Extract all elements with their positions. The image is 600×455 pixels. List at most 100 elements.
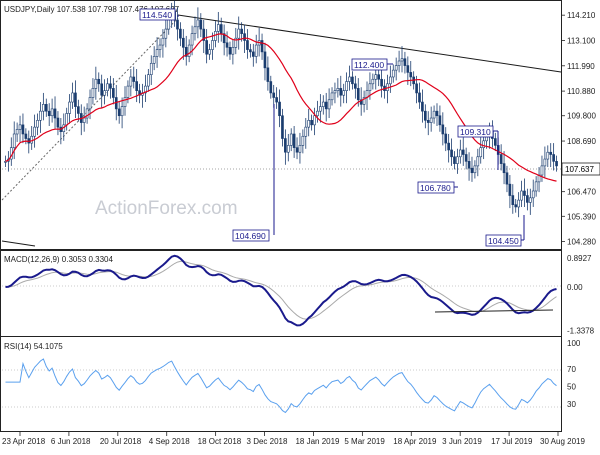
candle-body bbox=[103, 90, 106, 96]
candle-body bbox=[24, 133, 28, 139]
candle-body bbox=[68, 101, 71, 114]
candle-body bbox=[444, 133, 448, 144]
annotation-109310: 109.310 bbox=[457, 125, 499, 170]
macd-axis: 0.8927 0.00 -1.3378 bbox=[567, 254, 595, 335]
price-tick-label: 105.390 bbox=[567, 212, 596, 221]
time-tick-label: 18 Oct 2018 bbox=[198, 437, 242, 446]
candle-body bbox=[292, 133, 296, 148]
candle-body bbox=[345, 81, 348, 91]
candle-body bbox=[269, 81, 273, 94]
rsi-line bbox=[5, 358, 557, 414]
candle-body bbox=[240, 28, 243, 34]
candle-body bbox=[286, 145, 290, 153]
candle-body bbox=[400, 58, 404, 62]
candle-body bbox=[4, 161, 7, 163]
price-tick-label: 113.100 bbox=[567, 36, 596, 45]
candle-body bbox=[429, 117, 433, 123]
candle-body bbox=[476, 156, 480, 167]
candle-body bbox=[339, 88, 343, 96]
price-tick-label: 111.990 bbox=[567, 62, 595, 71]
price-tick-label: 114.210 bbox=[567, 11, 596, 20]
candle-body bbox=[362, 97, 366, 105]
candles-series bbox=[4, 0, 558, 218]
candle-body bbox=[307, 119, 311, 128]
time-tick-label: 18 Jan 2019 bbox=[295, 437, 340, 446]
candle-body bbox=[336, 88, 340, 91]
macd-tick-label: 0.8927 bbox=[567, 254, 592, 263]
candle-body bbox=[380, 78, 383, 87]
candle-body bbox=[467, 161, 471, 169]
candle-body bbox=[164, 28, 168, 39]
candle-body bbox=[18, 124, 22, 130]
time-tick-label: 3 Jun 2019 bbox=[442, 437, 482, 446]
candle-body bbox=[351, 76, 354, 85]
candle-body bbox=[263, 51, 267, 69]
current-price-tag: 107.637 bbox=[561, 162, 600, 176]
candle-body bbox=[117, 108, 121, 117]
candle-body bbox=[330, 92, 334, 101]
candle-body bbox=[479, 147, 483, 158]
candle-body bbox=[461, 149, 465, 155]
candle-body bbox=[517, 199, 520, 208]
candle-body bbox=[97, 78, 101, 85]
candle-body bbox=[456, 156, 459, 164]
candle-body bbox=[94, 78, 98, 89]
candle-body bbox=[182, 37, 185, 48]
candle-body bbox=[231, 47, 235, 55]
price-panel bbox=[0, 0, 562, 250]
candle-body bbox=[333, 90, 337, 94]
candle-body bbox=[50, 108, 54, 117]
candle-body bbox=[184, 47, 188, 57]
annotation-104690: 104.690 bbox=[232, 104, 275, 242]
candle-body bbox=[219, 24, 223, 34]
candle-body bbox=[310, 119, 313, 126]
candle-body bbox=[132, 76, 136, 82]
candle-body bbox=[205, 40, 208, 55]
candle-body bbox=[123, 97, 127, 107]
rsi-axis: 100 70 50 30 bbox=[567, 339, 581, 409]
candle-body bbox=[298, 145, 302, 153]
candle-body bbox=[415, 83, 418, 94]
candle-body bbox=[284, 138, 287, 153]
rsi-tick-label: 100 bbox=[567, 339, 581, 348]
time-tick-label: 6 Jun 2018 bbox=[51, 437, 91, 446]
time-tick-label: 4 Sep 2018 bbox=[149, 437, 190, 446]
watermark: ActionForex.com bbox=[95, 198, 238, 219]
time-tick-label: 5 Mar 2019 bbox=[344, 437, 385, 446]
candle-body bbox=[426, 119, 430, 123]
candle-body bbox=[470, 167, 474, 174]
candle-body bbox=[354, 83, 357, 89]
candle-body bbox=[234, 37, 238, 48]
candle-body bbox=[120, 106, 124, 117]
time-tick-label: 23 Apr 2018 bbox=[2, 437, 46, 446]
candle-body bbox=[179, 28, 182, 39]
candle-body bbox=[397, 60, 401, 66]
candle-body bbox=[528, 197, 532, 203]
rsi-tick-label: 30 bbox=[567, 400, 576, 409]
candle-body bbox=[237, 28, 241, 39]
candle-body bbox=[406, 65, 410, 73]
candle-body bbox=[520, 190, 523, 201]
time-tick-label: 30 Aug 2019 bbox=[540, 437, 585, 446]
candle-body bbox=[359, 99, 363, 105]
time-tick-label: 17 Jul 2019 bbox=[491, 437, 533, 446]
candle-body bbox=[44, 104, 48, 112]
candle-body bbox=[313, 115, 316, 126]
candle-body bbox=[176, 19, 179, 30]
candle-body bbox=[249, 49, 252, 53]
candle-body bbox=[459, 149, 462, 158]
candle-body bbox=[47, 110, 51, 117]
price-tick-label: 110.880 bbox=[567, 87, 596, 96]
candle-body bbox=[421, 101, 424, 112]
candle-body bbox=[441, 124, 445, 135]
candle-body bbox=[552, 154, 555, 162]
annotation-label: 112.400 bbox=[354, 60, 384, 70]
candle-body bbox=[126, 85, 130, 98]
candle-body bbox=[453, 156, 456, 164]
candle-body bbox=[246, 40, 249, 50]
candle-body bbox=[112, 88, 115, 98]
candle-body bbox=[144, 85, 147, 94]
candle-body bbox=[42, 104, 45, 112]
macd-line bbox=[5, 254, 557, 327]
